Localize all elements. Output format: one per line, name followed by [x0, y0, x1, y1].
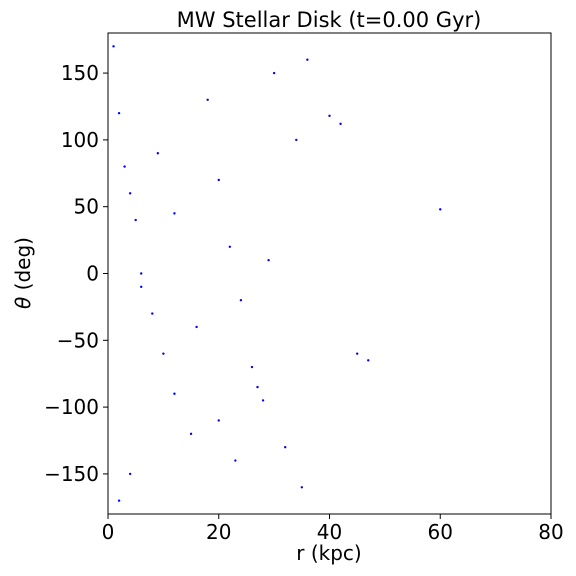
- scatter-point: [256, 385, 259, 389]
- scatter-point: [261, 399, 265, 402]
- x-tick-label: 20: [206, 520, 231, 544]
- scatter-point: [367, 359, 370, 362]
- y-tick-label: −150: [44, 462, 99, 486]
- scatter-point: [206, 98, 209, 102]
- x-tick-label: 40: [317, 520, 342, 544]
- scatter-point: [117, 499, 121, 502]
- x-tick-label: 80: [538, 520, 563, 544]
- scatter-point: [140, 272, 143, 275]
- scatter-point: [117, 111, 121, 115]
- scatter-point: [140, 285, 143, 289]
- y-tick-label: −50: [57, 328, 99, 352]
- scatter-point: [295, 138, 298, 142]
- y-tick-label: 100: [61, 128, 99, 152]
- scatter-point: [156, 152, 160, 155]
- y-axis-label: θ (deg): [11, 237, 35, 309]
- scatter-point: [355, 352, 359, 355]
- x-tick-label: 0: [102, 520, 115, 544]
- scatter-point: [128, 472, 132, 476]
- scatter-point: [300, 486, 304, 489]
- scatter-point: [228, 245, 232, 248]
- scatter-point: [173, 392, 176, 395]
- scatter-point: [439, 208, 442, 211]
- y-tick-label: 0: [86, 262, 99, 286]
- y-tick-label: 150: [61, 61, 99, 85]
- scatter-point: [151, 312, 154, 315]
- scatter-point: [195, 325, 198, 329]
- x-axis-ticks: 0 20 40 60 80: [102, 514, 564, 544]
- x-axis-label: r (kpc): [296, 541, 361, 565]
- scatter-point: [217, 419, 220, 422]
- y-tick-label: 50: [74, 195, 99, 219]
- scatter-point: [217, 178, 220, 182]
- scatter-point: [123, 165, 126, 168]
- y-axis-label-unit: (deg): [11, 237, 35, 297]
- scatter-point: [112, 45, 115, 48]
- scatter-point: [173, 212, 176, 215]
- scatter-point: [306, 58, 309, 61]
- scatter-point: [339, 122, 342, 126]
- scatter-point: [134, 218, 137, 222]
- y-axis-ticks: 150 100 50 0 −50 −100 −150: [44, 61, 108, 486]
- y-axis-label-symbol: θ: [11, 297, 35, 309]
- scatter-point: [162, 352, 165, 355]
- scatter-point: [272, 71, 276, 75]
- scatter-point: [250, 365, 254, 369]
- scatter-point: [328, 114, 331, 118]
- x-tick-label: 60: [428, 520, 453, 544]
- chart-title: MW Stellar Disk (t=0.00 Gyr): [177, 8, 482, 32]
- scatter-point: [239, 299, 243, 302]
- scatter-point: [189, 432, 193, 436]
- scatter-point: [267, 258, 270, 262]
- scatter-points: [112, 45, 442, 502]
- scatter-point: [234, 459, 237, 462]
- scatter-point: [284, 445, 287, 449]
- scatter-point: [128, 192, 132, 195]
- y-tick-label: −100: [44, 395, 99, 419]
